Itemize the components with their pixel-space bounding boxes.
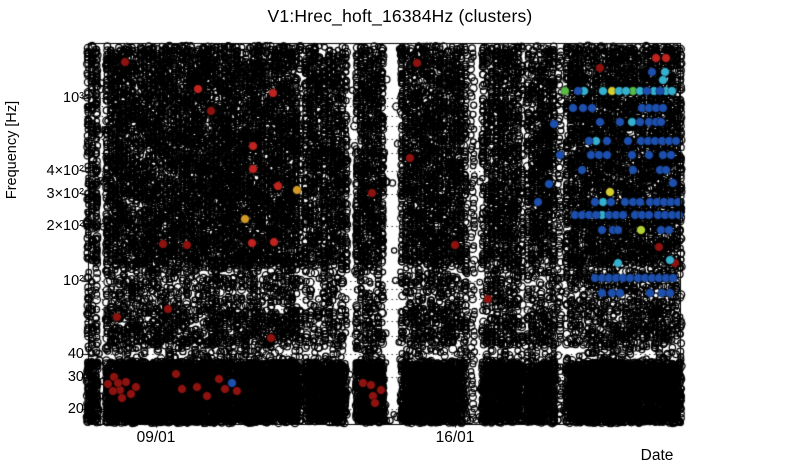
page-title: V1:Hrec_hoft_16384Hz (clusters) xyxy=(267,6,533,26)
y-axis-label: Frequency [Hz] xyxy=(4,100,20,200)
y-tick-label: 3×10² xyxy=(46,185,85,202)
y-tick-label: 30 xyxy=(67,368,84,385)
y-tick-label: 2×10² xyxy=(46,217,85,234)
y-tick-label: 40 xyxy=(67,345,84,362)
y-tick-label: 10² xyxy=(63,272,84,289)
y-tick-label: 20 xyxy=(67,400,84,417)
y-tick-label: 10³ xyxy=(63,90,84,106)
x-tick-label: 09/01 xyxy=(136,429,176,446)
x-tick-label: 16/01 xyxy=(435,429,475,446)
y-tick-label: 4×10² xyxy=(46,162,85,179)
x-axis-label: Date xyxy=(640,447,674,464)
